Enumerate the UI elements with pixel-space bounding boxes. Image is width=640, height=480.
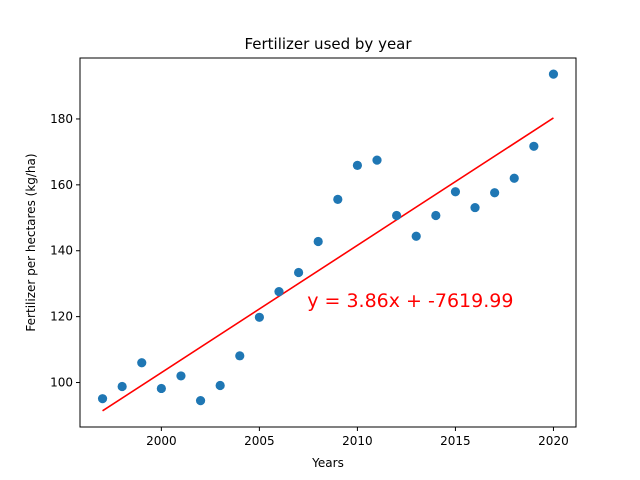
data-point	[235, 351, 245, 361]
data-point	[117, 381, 127, 392]
x-axis-label: Years	[311, 456, 344, 470]
axes-frame	[79, 57, 577, 428]
x-tick-label: 2005	[244, 434, 275, 448]
y-tick-label: 140	[50, 244, 73, 258]
data-point	[548, 69, 559, 79]
y-tick-label: 100	[50, 376, 73, 390]
data-point	[313, 236, 323, 247]
x-tick-label: 2010	[342, 434, 373, 448]
data-point	[176, 371, 186, 381]
regression-equation: y = 3.86x + -7619.99	[307, 290, 513, 312]
chart-title: Fertilizer used by year	[244, 35, 412, 53]
data-point	[529, 141, 539, 151]
data-point	[352, 160, 363, 171]
data-point	[392, 210, 402, 221]
data-point	[293, 267, 304, 278]
data-point	[372, 155, 382, 165]
data-point	[195, 396, 206, 406]
x-tick-label: 2020	[538, 434, 569, 448]
data-point	[333, 194, 343, 204]
y-tick-label: 160	[50, 178, 73, 192]
y-tick-label: 120	[50, 310, 73, 324]
data-point	[470, 202, 480, 213]
data-point	[431, 210, 441, 221]
y-axis-label: Fertilizer per hectares (kg/ha)	[24, 153, 38, 331]
data-point	[156, 383, 166, 394]
trend-line	[102, 117, 554, 412]
x-tick-label: 2015	[440, 434, 471, 448]
plot-area: y = 3.86x + -7619.99	[97, 69, 559, 412]
data-point	[137, 358, 147, 368]
data-point	[450, 187, 461, 197]
data-point	[215, 380, 225, 391]
data-point	[254, 312, 264, 322]
data-point	[274, 286, 284, 297]
data-point	[411, 231, 421, 241]
data-point	[490, 188, 500, 198]
data-point	[509, 173, 519, 183]
x-tick-label: 2000	[146, 434, 177, 448]
data-point	[97, 394, 108, 404]
y-tick-label: 180	[50, 112, 73, 126]
